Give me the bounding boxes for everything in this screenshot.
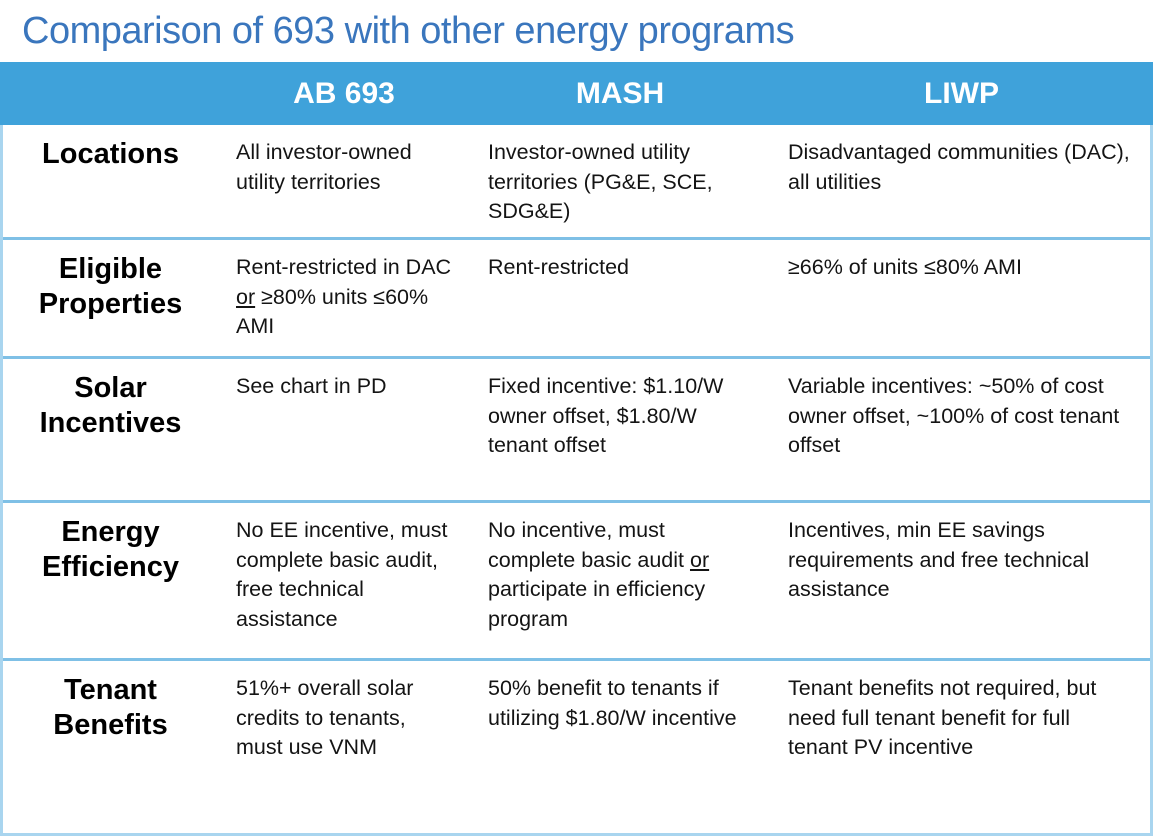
text-segment: participate in efficiency program — [488, 577, 706, 631]
underlined-or: or — [236, 284, 256, 309]
cell-energy-ab693: No EE incentive, must complete basic aud… — [236, 518, 448, 631]
text-segment: ≥80% units ≤60% AMI — [236, 284, 429, 339]
cell-tenant-ab693: 51%+ overall solar credits to tenants, m… — [236, 676, 414, 760]
row-label-energy-efficiency: Energy Efficiency — [42, 516, 179, 584]
cell-tenant-mash: 50% benefit to tenants if utilizing $1.8… — [488, 676, 737, 730]
cell-solar-liwp: Variable incentives: ~50% of cost owner … — [788, 374, 1120, 458]
cell-solar-mash: Fixed incentive: $1.10/W owner offset, $… — [488, 374, 724, 458]
header-cell-liwp: LIWP — [924, 76, 999, 110]
cell-locations-ab693: All investor-owned utility territories — [236, 140, 412, 194]
cell-energy-mash: No incentive, must complete basic audit … — [470, 503, 770, 658]
comparison-table: AB 693 MASH LIWP Locations All investor-… — [0, 62, 1153, 836]
cell-locations-mash: Investor-owned utility territories (PG&E… — [488, 140, 713, 224]
table-row-tenant-benefits: Tenant Benefits 51%+ overall solar credi… — [3, 661, 1150, 814]
header-cell-empty — [0, 62, 218, 125]
header-cell-ab693: AB 693 — [293, 76, 395, 110]
table-row-solar-incentives: Solar Incentives See chart in PD Fixed i… — [3, 359, 1150, 503]
page-title: Comparison of 693 with other energy prog… — [22, 9, 795, 52]
row-label-locations: Locations — [42, 138, 179, 170]
cell-locations-liwp: Disadvantaged communities (DAC), all uti… — [788, 140, 1130, 194]
table-row-locations: Locations All investor-owned utility ter… — [3, 125, 1150, 240]
underlined-or: or — [689, 547, 710, 572]
cell-tenant-liwp: Tenant benefits not required, but need f… — [788, 676, 1097, 760]
header-cell-mash: MASH — [575, 76, 665, 110]
text-segment: Rent-restricted in DAC — [236, 255, 452, 279]
row-label-tenant-benefits: Tenant Benefits — [53, 674, 168, 742]
cell-eligible-liwp: ≥66% of units ≤80% AMI — [788, 255, 1022, 279]
table-row-energy-efficiency: Energy Efficiency No EE incentive, must … — [3, 503, 1150, 661]
table-row-eligible-properties: Eligible Properties Rent-restricted in D… — [3, 240, 1150, 359]
cell-energy-liwp: Incentives, min EE savings requirements … — [788, 518, 1090, 602]
cell-solar-ab693: See chart in PD — [236, 374, 387, 398]
cell-eligible-mash: Rent-restricted — [488, 255, 629, 279]
table-header-row: AB 693 MASH LIWP — [0, 62, 1153, 125]
cell-eligible-ab693: Rent-restricted in DAC or ≥80% units ≤60… — [218, 240, 470, 356]
text-segment: No incentive, must complete basic audit — [488, 518, 690, 572]
row-label-solar-incentives: Solar Incentives — [39, 372, 182, 440]
row-label-eligible-properties: Eligible Properties — [38, 253, 183, 321]
